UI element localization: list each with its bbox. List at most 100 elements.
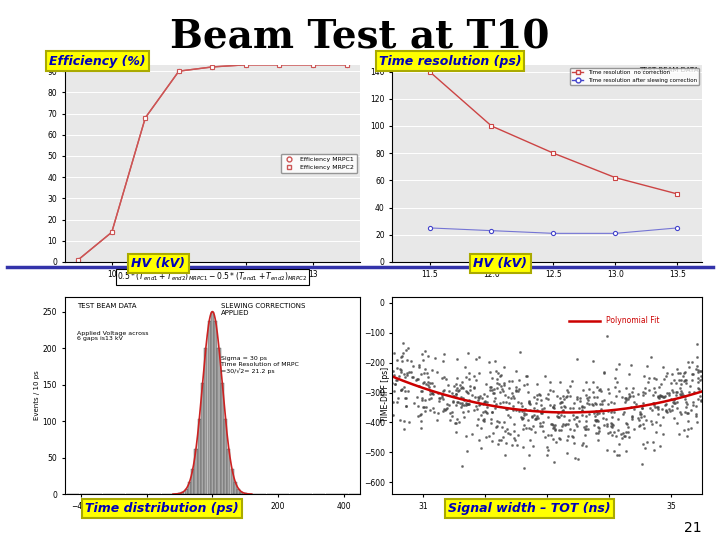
Point: [558, 420, 570, 428]
Point: [612, 415, 624, 423]
Point: [658, 374, 670, 383]
Point: [539, 403, 550, 412]
Point: [528, 403, 540, 412]
Point: [694, 392, 706, 400]
Point: [620, 418, 631, 427]
Point: [399, 386, 410, 395]
Point: [619, 432, 631, 441]
Point: [508, 392, 519, 400]
Point: [444, 409, 456, 417]
Point: [679, 369, 690, 377]
Point: [649, 399, 660, 407]
Point: [523, 399, 534, 407]
Point: [667, 386, 678, 395]
Point: [389, 380, 400, 389]
Point: [441, 400, 452, 408]
Point: [531, 413, 542, 422]
Point: [604, 428, 616, 436]
Point: [588, 393, 600, 402]
Point: [617, 410, 629, 419]
Point: [462, 349, 474, 357]
Bar: [204, 348, 207, 494]
Point: [673, 375, 685, 384]
Point: [500, 390, 511, 399]
Point: [418, 402, 429, 411]
Point: [495, 436, 506, 444]
Point: [588, 388, 599, 396]
Point: [615, 429, 626, 438]
Point: [438, 373, 449, 381]
Point: [479, 398, 490, 407]
Point: [460, 400, 472, 409]
Point: [408, 361, 419, 370]
Point: [682, 400, 693, 409]
Point: [498, 379, 510, 387]
Point: [608, 399, 620, 407]
Point: [575, 397, 586, 406]
Point: [655, 380, 667, 388]
Point: [428, 408, 440, 416]
Point: [577, 386, 589, 394]
Point: [647, 391, 659, 400]
Bar: [194, 449, 197, 494]
Point: [413, 361, 424, 369]
Point: [577, 402, 588, 410]
Text: Time distribution (ps): Time distribution (ps): [85, 502, 239, 515]
Point: [464, 369, 475, 377]
Point: [522, 387, 534, 396]
Point: [593, 408, 605, 417]
Point: [639, 383, 651, 392]
Point: [396, 386, 408, 395]
Point: [415, 423, 427, 432]
Point: [462, 388, 473, 396]
Point: [489, 394, 500, 402]
Point: [401, 369, 413, 377]
Point: [572, 393, 583, 401]
Point: [671, 398, 683, 407]
Point: [528, 411, 540, 420]
Point: [580, 378, 592, 387]
Point: [401, 371, 413, 380]
Point: [485, 418, 497, 427]
Point: [680, 397, 691, 406]
Point: [568, 403, 580, 412]
Point: [469, 393, 481, 402]
Point: [667, 388, 678, 396]
Point: [518, 406, 529, 415]
Point: [536, 408, 547, 416]
Point: [477, 407, 489, 416]
Point: [518, 381, 530, 389]
Point: [686, 375, 698, 384]
Point: [566, 376, 577, 385]
Point: [531, 406, 543, 414]
Point: [494, 399, 505, 407]
Point: [690, 365, 702, 374]
Point: [598, 414, 609, 422]
Point: [598, 368, 610, 377]
Point: [518, 421, 530, 429]
Point: [402, 344, 414, 353]
Point: [636, 440, 648, 448]
Point: [460, 399, 472, 407]
Point: [591, 415, 603, 424]
Point: [480, 433, 492, 442]
Point: [596, 397, 608, 406]
Point: [626, 411, 637, 420]
Point: [564, 392, 575, 401]
Point: [693, 374, 704, 382]
Point: [643, 386, 654, 394]
Point: [479, 415, 490, 423]
Bar: [224, 419, 227, 494]
Point: [557, 406, 569, 414]
Text: 21: 21: [685, 521, 702, 535]
Point: [574, 394, 585, 402]
Point: [541, 442, 552, 451]
Point: [397, 352, 408, 360]
Point: [510, 436, 521, 445]
Point: [450, 427, 462, 436]
Point: [406, 373, 418, 381]
Point: [670, 391, 682, 400]
Point: [388, 367, 400, 375]
Point: [503, 383, 514, 392]
Point: [695, 397, 706, 406]
